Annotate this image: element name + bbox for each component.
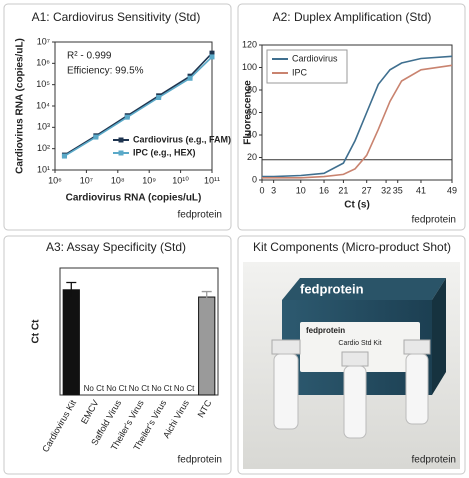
panel-title: Kit Components (Micro-product Shot) xyxy=(253,240,451,254)
value-label: No Ct xyxy=(151,384,172,393)
y-tick-label: 10² xyxy=(37,143,50,153)
point xyxy=(187,75,193,81)
annotation: R² - 0.999 xyxy=(67,51,112,62)
x-axis-label: Ct (s) xyxy=(344,200,370,211)
x-axis-label: Cardiovirus RNA (copies/uL) xyxy=(66,193,202,204)
y-axis-label: Fluorescence xyxy=(243,80,254,145)
tube xyxy=(405,353,429,425)
point xyxy=(156,95,162,101)
value-label: No Ct xyxy=(174,384,195,393)
credit: fedprotein xyxy=(412,215,456,226)
plot-frame xyxy=(59,267,219,396)
point xyxy=(61,153,67,159)
tube xyxy=(273,353,299,430)
y-tick-label: 100 xyxy=(242,62,257,72)
y-tick-label: 80 xyxy=(247,84,257,94)
x-tick-label: 10⁹ xyxy=(142,175,156,185)
error-bar xyxy=(201,290,212,303)
panel-frame xyxy=(3,235,232,475)
series-line xyxy=(262,64,453,179)
y-axis-label: Ct Ct xyxy=(31,319,42,344)
value-label: No Ct xyxy=(129,384,150,393)
y-tick-label: 40 xyxy=(247,129,257,139)
x-tick-label: 35 xyxy=(393,185,403,195)
tube xyxy=(343,365,367,439)
error-bar xyxy=(66,281,77,298)
credit: fedprotein xyxy=(412,455,456,466)
point xyxy=(209,54,215,60)
x-tick-label: 3 xyxy=(271,185,276,195)
tube-cap xyxy=(271,339,301,355)
x-tick-label: 49 xyxy=(447,185,457,195)
x-tick-label: 0 xyxy=(259,185,264,195)
y-tick-label: 10⁶ xyxy=(36,58,50,68)
y-tick-label: 10⁷ xyxy=(37,36,50,46)
value-label: No Ct xyxy=(84,384,105,393)
y-tick-label: 120 xyxy=(242,39,257,49)
point xyxy=(124,114,130,120)
x-tick-label: 27 xyxy=(362,185,372,195)
box-lid xyxy=(282,278,446,300)
box-side xyxy=(432,278,446,395)
series-line xyxy=(64,56,213,157)
point xyxy=(93,134,99,140)
annotation: Efficiency: 99.5% xyxy=(67,66,144,77)
panel-frame xyxy=(3,3,232,231)
x-tick-label: 10¹⁰ xyxy=(172,175,189,185)
legend-label: Cardiovirus (e.g., FAM) xyxy=(133,134,231,144)
x-tick-label: 10⁷ xyxy=(80,175,93,185)
x-tick-label: 10⁸ xyxy=(111,175,125,185)
bar xyxy=(62,289,80,396)
tube-cap xyxy=(403,339,431,355)
x-tick-label: 10⁶ xyxy=(48,175,62,185)
box-label-title: Cardio Std Kit xyxy=(338,340,381,347)
x-tick-label: 21 xyxy=(338,185,348,195)
y-tick-label: 10³ xyxy=(37,122,50,132)
x-tick-label: 10¹¹ xyxy=(204,175,220,185)
box-label xyxy=(300,322,420,372)
x-tick-label: 16 xyxy=(319,185,329,195)
x-tick-label: 32 xyxy=(381,185,391,195)
y-tick-label: 10⁵ xyxy=(36,79,50,89)
point xyxy=(209,50,215,56)
panel-title: A2: Duplex Amplification (Std) xyxy=(273,10,432,24)
panel-title: A1: Cardiovirus Sensitivity (Std) xyxy=(32,10,201,24)
y-tick-label: 60 xyxy=(247,107,257,117)
legend-label: IPC xyxy=(292,67,308,77)
y-axis-label: Cardiovirus RNA (copies/uL) xyxy=(15,38,26,174)
credit: fedprotein xyxy=(178,210,222,221)
x-tick-label: 10 xyxy=(296,185,306,195)
kit-photo: fedprotein fedprotein Cardio Std Kit Kit… xyxy=(243,240,460,469)
legend-label: Cardiovirus xyxy=(292,53,338,63)
tube-cap xyxy=(341,351,369,367)
value-label: No Ct xyxy=(106,384,127,393)
x-tick-label: 41 xyxy=(416,185,426,195)
y-tick-label: 10¹ xyxy=(37,164,50,174)
y-tick-label: 0 xyxy=(252,174,257,184)
legend-marker xyxy=(118,137,124,143)
legend-marker xyxy=(118,150,124,156)
chart: A1: Cardiovirus Sensitivity (Std) fedprot… xyxy=(15,10,231,220)
chart: A2: Duplex Amplification (Std) fedprotein… xyxy=(242,10,457,225)
panel-title: A3: Assay Specificity (Std) xyxy=(46,240,186,254)
y-tick-label: 10⁴ xyxy=(36,100,50,110)
y-tick-label: 20 xyxy=(247,152,257,162)
legend-label: IPC (e.g., HEX) xyxy=(133,147,196,157)
legend-frame xyxy=(266,49,348,84)
box-brand: fedprotein xyxy=(300,281,364,296)
series-line xyxy=(262,55,453,178)
bar xyxy=(198,296,216,396)
credit: fedprotein xyxy=(178,455,222,466)
series-line xyxy=(64,52,213,156)
box-label-brand: fedprotein xyxy=(306,326,345,335)
panel-frame xyxy=(237,3,466,231)
